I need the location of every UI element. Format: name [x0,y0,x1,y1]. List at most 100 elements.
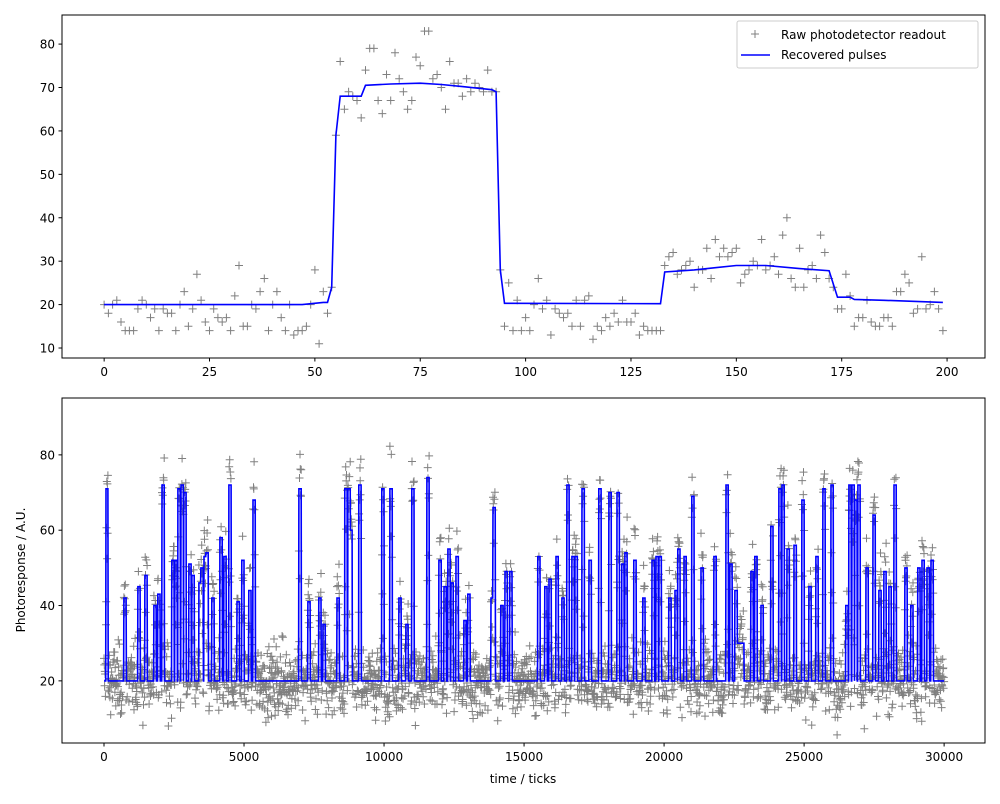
raw-point-plus-icon [935,695,944,704]
raw-point-plus-icon [111,701,120,710]
raw-point-plus-icon [191,694,199,703]
raw-point-plus-icon [390,644,399,653]
raw-point-plus-icon [381,717,390,725]
raw-point-plus-icon [112,680,121,689]
raw-point-plus-icon [293,662,301,671]
raw-point-plus-icon [103,479,112,488]
raw-point-plus-icon [529,687,538,696]
raw-point-plus-icon [716,655,725,664]
raw-point-plus-icon [506,559,515,568]
x-tick-label: 150 [725,365,748,379]
raw-point-plus-icon [561,700,570,709]
raw-point-plus-icon [176,698,185,707]
x-tick-label: 10000 [365,750,403,764]
raw-point-plus-icon [846,702,855,711]
raw-point-plus-icon [433,70,442,79]
raw-point-plus-icon [808,261,817,270]
raw-point-plus-icon [450,707,459,716]
raw-point-plus-icon [720,695,728,704]
raw-point-plus-icon [553,561,562,570]
raw-point-plus-icon [634,690,643,699]
raw-point-plus-icon [905,278,914,287]
raw-point-plus-icon [839,685,848,694]
raw-point-plus-icon [640,582,649,591]
raw-point-plus-icon [185,682,194,690]
raw-point-plus-icon [250,505,259,514]
raw-point-plus-icon [182,690,191,699]
raw-point-plus-icon [740,270,749,279]
raw-point-plus-icon [719,244,728,253]
raw-point-plus-icon [371,691,380,700]
raw-point-plus-icon [264,326,273,335]
raw-point-plus-icon [803,687,812,695]
raw-point-plus-icon [663,651,672,660]
raw-point-plus-icon [180,287,189,296]
raw-point-plus-icon [464,581,473,590]
raw-point-plus-icon [338,705,347,714]
raw-point-plus-icon [334,653,343,662]
raw-point-plus-icon [867,318,876,326]
raw-point-plus-icon [576,322,585,331]
raw-point-plus-icon [357,693,366,702]
raw-point-plus-icon [614,489,623,498]
raw-point-plus-icon [723,470,732,479]
raw-point-plus-icon [114,662,123,671]
raw-point-plus-icon [308,685,317,694]
raw-point-plus-icon [454,544,463,553]
raw-point-plus-icon [616,694,625,703]
raw-point-plus-icon [289,667,298,676]
raw-point-plus-icon [235,261,243,270]
raw-point-plus-icon [225,455,234,464]
raw-point-plus-icon [882,539,891,548]
raw-point-plus-icon [836,694,845,703]
raw-point-plus-icon [263,706,272,715]
raw-point-plus-icon [517,702,525,711]
legend: Raw photodetector readout Recovered puls… [736,20,979,69]
raw-point-plus-icon [869,498,878,507]
raw-point-plus-icon [312,681,321,689]
y-tick-label: 60 [40,524,55,538]
raw-point-plus-icon [231,645,240,654]
raw-point-plus-icon [660,261,669,270]
raw-point-plus-icon [103,471,112,480]
raw-point-plus-icon [442,709,451,718]
raw-point-plus-icon [622,586,630,595]
raw-point-plus-icon [264,683,273,692]
raw-point-plus-icon [342,525,350,534]
raw-point-plus-icon [563,309,572,318]
raw-point-plus-icon [115,696,124,705]
raw-point-plus-icon [736,278,745,287]
raw-point-plus-icon [298,326,307,335]
raw-point-plus-icon [918,542,927,551]
raw-point-plus-icon [450,696,459,704]
raw-point-plus-icon [939,664,948,672]
raw-point-plus-icon [321,611,329,620]
raw-point-plus-icon [725,680,733,689]
raw-point-plus-icon [138,296,147,305]
raw-point-plus-icon [843,631,852,640]
raw-point-plus-icon [385,691,394,700]
raw-point-plus-icon [352,703,361,711]
y-tick-label: 30 [40,255,55,269]
raw-point-plus-icon [294,696,303,705]
raw-point-plus-icon [389,657,398,666]
plot-area [100,442,949,739]
raw-point-plus-icon [265,664,274,673]
raw-point-plus-icon [426,684,435,693]
raw-point-plus-icon [140,693,149,702]
raw-point-plus-icon [330,706,339,715]
raw-point-plus-icon [416,61,425,70]
raw-point-plus-icon [462,608,471,617]
raw-point-plus-icon [861,686,870,695]
raw-point-plus-icon [708,667,717,676]
raw-point-plus-icon [525,654,534,663]
raw-point-plus-icon [361,66,370,75]
raw-point-plus-icon [132,698,141,707]
raw-point-plus-icon [485,663,494,672]
raw-point-plus-icon [738,645,747,654]
raw-point-plus-icon [260,274,269,283]
raw-point-plus-icon [854,513,863,522]
raw-point-plus-icon [370,703,379,712]
raw-point-plus-icon [709,696,718,705]
raw-point-plus-icon [424,474,432,483]
